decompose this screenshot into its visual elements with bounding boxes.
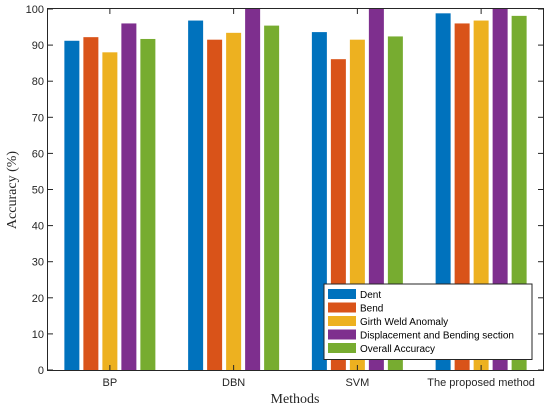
x-tick-label: The proposed method xyxy=(427,377,535,389)
legend: Dent Bend Girth Weld Anomaly Displacement a… xyxy=(323,283,533,360)
bar xyxy=(245,9,261,370)
y-tick-label: 40 xyxy=(32,221,44,233)
bar xyxy=(121,23,137,370)
bar xyxy=(454,23,470,370)
y-axis-ticks: 0 10 20 30 40 50 60 70 80 90 100 xyxy=(26,4,543,377)
legend-box xyxy=(323,283,533,360)
y-tick-label: 100 xyxy=(26,4,44,16)
legend-entry: Bend xyxy=(360,304,383,315)
legend-swatch xyxy=(328,329,356,340)
y-tick-label: 20 xyxy=(32,293,44,305)
bar xyxy=(102,52,118,370)
bar xyxy=(140,38,156,370)
x-axis-label: Methods xyxy=(271,392,320,407)
bar xyxy=(511,15,527,370)
plot-area-frame xyxy=(47,8,544,371)
legend-swatch xyxy=(328,343,356,353)
y-tick-label: 30 xyxy=(32,257,44,269)
y-tick-label: 60 xyxy=(32,148,44,160)
x-tick-label: BP xyxy=(103,377,118,389)
y-tick-label: 70 xyxy=(32,112,44,124)
bar xyxy=(83,37,99,371)
y-tick-label: 0 xyxy=(38,365,44,377)
bar xyxy=(188,20,204,370)
x-axis-ticks: BP DBN SVM The proposed method xyxy=(103,9,535,389)
bar xyxy=(64,40,80,370)
legend-entry: Overall Accuracy xyxy=(360,344,435,355)
legend-entry: Dent xyxy=(360,290,381,301)
y-tick-label: 10 xyxy=(32,329,44,341)
bar xyxy=(226,32,242,371)
legend-entry: Displacement and Bending section xyxy=(360,331,514,342)
y-tick-label: 90 xyxy=(32,40,44,52)
y-axis-label: Accuracy (%) xyxy=(5,151,20,229)
bar xyxy=(368,9,384,370)
legend-swatch xyxy=(328,289,356,299)
bar xyxy=(435,13,451,370)
x-tick-label: DBN xyxy=(222,377,245,389)
x-tick-label: SVM xyxy=(345,377,369,389)
bar xyxy=(473,20,489,370)
bar xyxy=(207,39,223,371)
bar xyxy=(311,32,327,370)
y-tick-label: 80 xyxy=(32,76,44,88)
bar xyxy=(264,25,280,371)
legend-entry: Girth Weld Anomaly xyxy=(360,317,448,328)
legend-swatch xyxy=(328,316,356,326)
legend-swatch xyxy=(328,302,356,313)
bar xyxy=(492,9,508,370)
y-tick-label: 50 xyxy=(32,185,44,197)
